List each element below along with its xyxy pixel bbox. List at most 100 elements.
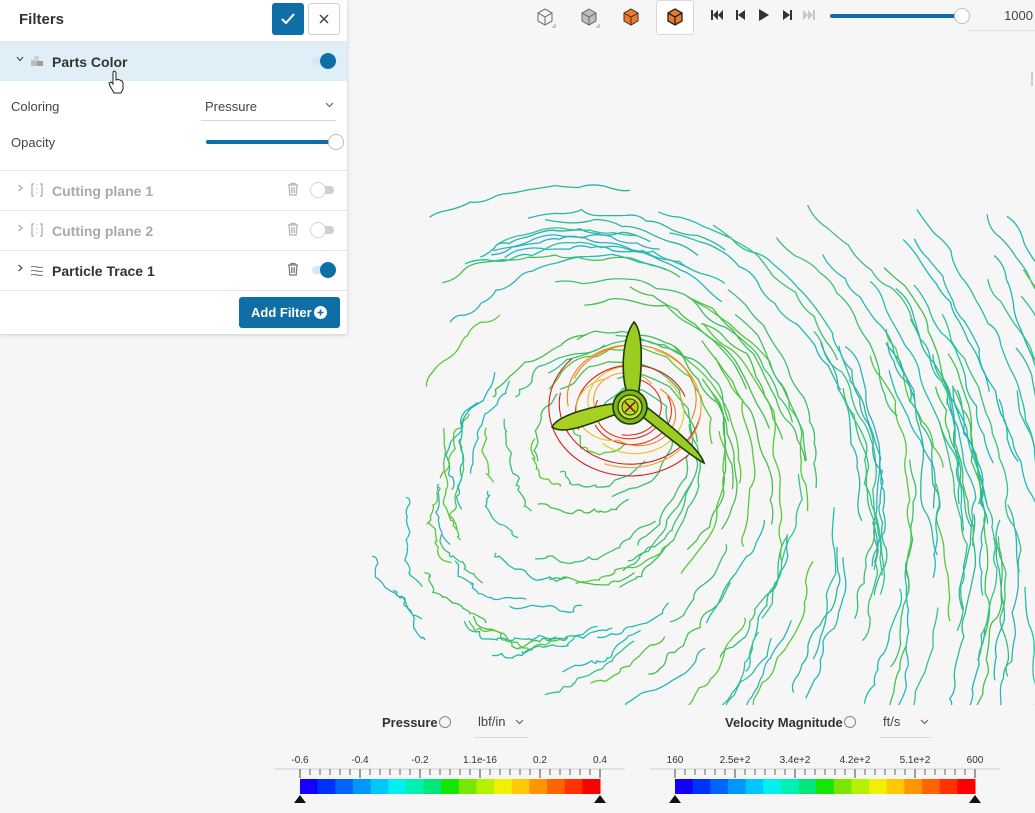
colorbar-swatch	[904, 779, 923, 794]
legend-tick-label: -0.6	[291, 755, 309, 766]
timeline-thumb[interactable]	[953, 8, 970, 24]
3d-viewport[interactable]	[347, 40, 1035, 705]
streamline	[752, 561, 814, 705]
range-max-handle	[969, 795, 981, 803]
chevron-down-icon[interactable]	[15, 54, 25, 64]
slider-thumb[interactable]	[328, 134, 344, 150]
streamline	[935, 483, 951, 622]
step-back-icon[interactable]	[734, 8, 748, 22]
skip-start-icon[interactable]	[710, 8, 724, 22]
slider-rail	[206, 140, 332, 144]
filter-item-parts-color[interactable]: Parts Color	[0, 42, 347, 94]
filter-item-cutting-plane-1[interactable]: Cutting plane 1	[0, 171, 347, 210]
step-forward-icon[interactable]	[780, 8, 794, 22]
legend-unit-velocity[interactable]: ft/s	[883, 714, 901, 729]
chevron-right-icon[interactable]	[15, 263, 25, 273]
close-icon	[319, 14, 329, 24]
streamline	[862, 521, 879, 642]
streamline	[464, 241, 726, 285]
confirm-button[interactable]	[272, 3, 304, 35]
streamline	[575, 544, 670, 585]
chevron-down-icon[interactable]	[515, 719, 524, 725]
streamline	[496, 227, 637, 246]
streamline	[952, 387, 989, 524]
skip-end-icon[interactable]	[802, 8, 816, 22]
filters-header: Filters	[0, 0, 347, 42]
colorbar-swatch	[405, 779, 425, 794]
streamline	[977, 481, 998, 661]
frame-value: 1000	[1004, 8, 1033, 23]
filter-item-particle-trace-1[interactable]: Particle Trace 1	[0, 251, 347, 290]
chevron-right-icon[interactable]	[15, 223, 25, 233]
streamline	[812, 507, 837, 660]
add-filter-button[interactable]: Add Filter	[239, 297, 340, 328]
panel-resize-handle[interactable]	[1031, 72, 1033, 86]
view-selected-button[interactable]	[656, 0, 694, 35]
streamline	[624, 647, 706, 705]
streamline	[863, 588, 903, 704]
filter-toggle[interactable]	[310, 262, 336, 278]
streamline	[530, 438, 562, 487]
filter-toggle[interactable]	[310, 222, 336, 238]
streamline	[913, 607, 939, 705]
legend-tick-label: 5.1e+2	[899, 755, 931, 766]
streamline	[549, 572, 635, 586]
colorbar-swatch	[816, 779, 835, 794]
streamline	[439, 413, 470, 479]
range-max-handle	[594, 795, 606, 803]
streamline	[494, 552, 567, 583]
streamline	[484, 490, 519, 539]
streamline	[992, 537, 1010, 677]
streamline	[869, 280, 965, 531]
streamline	[435, 483, 451, 546]
view-isometric-icon[interactable]	[532, 4, 558, 30]
streamline	[805, 557, 847, 699]
streamline	[648, 582, 731, 675]
streamline	[791, 546, 841, 693]
streamline	[504, 245, 690, 269]
legend-unit-pressure[interactable]: lbf/in	[478, 714, 506, 729]
view-solid-icon[interactable]	[576, 4, 602, 30]
parts-color-icon	[31, 56, 43, 66]
filter-toggle[interactable]	[310, 182, 336, 198]
timeline-slider[interactable]	[830, 8, 970, 24]
streamline	[455, 401, 479, 510]
frame-input[interactable]: 1000	[968, 3, 1035, 31]
streamline	[619, 424, 701, 588]
colorbar-swatch	[957, 779, 976, 794]
colorbar-swatch	[851, 779, 870, 794]
legend-menu-icon[interactable]	[439, 716, 451, 728]
legend-tick-label: 0.4	[593, 755, 607, 766]
streamline	[622, 481, 693, 572]
colorbar-swatch	[458, 779, 477, 794]
streamline	[745, 620, 792, 705]
legend-tick-label: 160	[666, 755, 684, 766]
trash-icon[interactable]	[287, 182, 299, 196]
streamline	[745, 534, 789, 672]
colorbar-swatch	[564, 779, 583, 794]
toggle-knob	[310, 182, 326, 198]
view-selected-icon	[667, 8, 683, 26]
colorbar-swatch	[886, 779, 905, 794]
legend-menu-icon[interactable]	[844, 716, 856, 728]
legend-tick-label: 0.2	[533, 755, 547, 766]
colorbar-swatch	[476, 779, 495, 794]
colorbar-swatch	[833, 779, 852, 794]
coloring-select[interactable]: Pressure	[201, 92, 336, 121]
view-highlight-icon[interactable]	[618, 4, 644, 30]
chevron-down-icon[interactable]	[920, 719, 929, 725]
play-icon[interactable]	[757, 8, 771, 22]
chevron-right-icon[interactable]	[15, 183, 25, 193]
streamline	[544, 640, 635, 696]
filter-item-cutting-plane-2[interactable]: Cutting plane 2	[0, 211, 347, 250]
legend-tick-label: 3.4e+2	[779, 755, 811, 766]
trash-icon[interactable]	[287, 222, 299, 236]
close-button[interactable]	[308, 3, 340, 35]
filter-toggle[interactable]	[310, 53, 336, 69]
trash-icon[interactable]	[287, 262, 299, 276]
opacity-slider[interactable]	[206, 134, 344, 150]
streamline	[627, 458, 699, 562]
streamline	[1015, 347, 1035, 398]
streamline	[701, 340, 774, 525]
streamline	[941, 313, 1022, 573]
